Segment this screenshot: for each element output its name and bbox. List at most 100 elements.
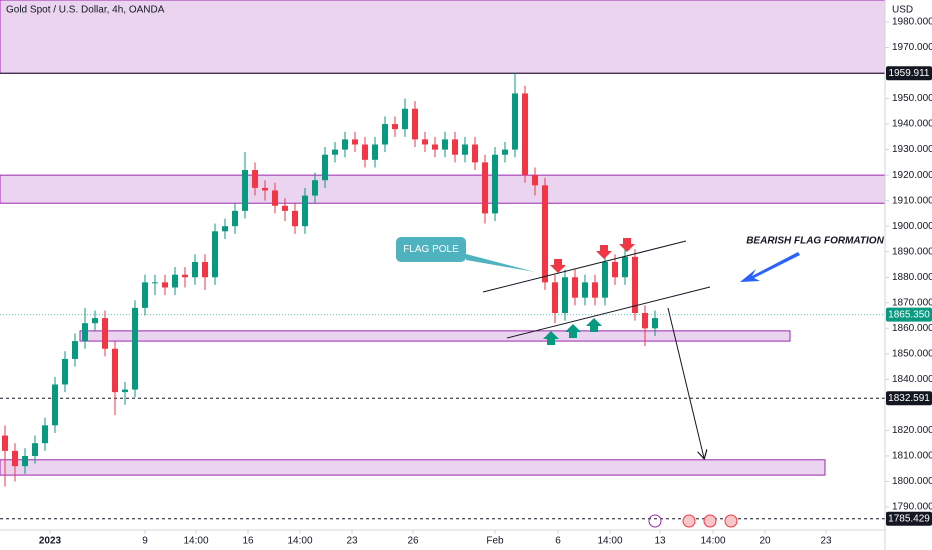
candle-body xyxy=(502,149,508,155)
candle-body xyxy=(42,425,48,444)
channel-lower xyxy=(506,286,711,339)
candle-body xyxy=(362,144,368,160)
event-icons xyxy=(648,514,738,528)
candle-body xyxy=(162,282,168,288)
callout-text: FLAG POLE xyxy=(403,244,459,255)
up-signal xyxy=(565,324,581,338)
candle-body xyxy=(382,124,388,145)
candle-body xyxy=(282,205,288,211)
candle-body xyxy=(332,149,338,155)
candle-body xyxy=(632,256,638,313)
y-tick-label: 1840.000 xyxy=(892,374,932,385)
y-tick-label: 1800.000 xyxy=(892,476,932,487)
candle-body xyxy=(492,154,498,214)
candle-body xyxy=(432,144,438,150)
y-tick-label: 1870.000 xyxy=(892,297,932,308)
x-tick-label: 6 xyxy=(555,536,561,547)
price-level-label: 1832.591 xyxy=(888,393,930,404)
y-tick-label: 1930.000 xyxy=(892,144,932,155)
price-level-label: 1959.911 xyxy=(889,68,930,79)
drawings: FLAG POLE BEARISH FLAG FORMATION xyxy=(396,236,885,458)
candle-body xyxy=(372,144,378,160)
candle-body xyxy=(442,139,448,150)
candle-body xyxy=(142,282,148,308)
candle-body xyxy=(152,282,158,284)
candle-body xyxy=(342,139,348,150)
chart-title: Gold Spot / U.S. Dollar, 4h, OANDA xyxy=(6,5,165,16)
candle-body xyxy=(82,323,88,342)
candle-body xyxy=(622,256,628,278)
candle-body xyxy=(292,210,298,227)
candle-body xyxy=(202,261,208,278)
y-tick-label: 1890.000 xyxy=(892,246,932,257)
x-tick-label: 14:00 xyxy=(700,536,725,547)
candle-body xyxy=(552,282,558,313)
x-tick-label: 23 xyxy=(346,536,358,547)
x-tick-label: 26 xyxy=(407,536,419,547)
candle-body xyxy=(572,277,578,298)
candle-body xyxy=(302,195,308,227)
blue-arrow xyxy=(740,252,800,282)
candle-body xyxy=(462,144,468,155)
candle-body xyxy=(402,108,408,130)
candle-body xyxy=(262,187,268,191)
x-tick-label: 13 xyxy=(654,536,666,547)
down-arrow xyxy=(667,307,704,458)
up-signal xyxy=(586,318,602,332)
y-tick-label: 1950.000 xyxy=(892,93,932,104)
x-tick-label: 14:00 xyxy=(287,536,312,547)
candle-body xyxy=(172,274,178,288)
candle-body xyxy=(512,93,518,150)
price-level-box xyxy=(886,511,932,526)
candle-body xyxy=(582,282,588,298)
candle-body xyxy=(312,180,318,196)
candle-body xyxy=(272,190,278,206)
candle-body xyxy=(522,93,528,176)
candle-body xyxy=(602,261,608,298)
price-level-box xyxy=(886,307,932,322)
candle-body xyxy=(32,443,38,456)
down-signal xyxy=(619,238,635,252)
candle-body xyxy=(62,358,68,385)
candle-body xyxy=(642,312,648,329)
candle-body xyxy=(612,261,618,278)
candle-body xyxy=(652,318,658,329)
candle-body xyxy=(182,274,188,278)
candle-body xyxy=(212,231,218,278)
down-signal xyxy=(596,245,612,259)
x-tick-label: 9 xyxy=(142,536,148,547)
candle-body xyxy=(322,154,328,181)
x-tick-label: 23 xyxy=(820,536,832,547)
y-tick-label: 1810.000 xyxy=(892,451,932,462)
event-icon xyxy=(724,514,738,528)
callout-pointer xyxy=(466,254,535,272)
candle-body xyxy=(532,175,538,186)
x-tick-label: 2023 xyxy=(39,536,62,547)
candle-body xyxy=(72,341,78,359)
candle-body xyxy=(52,384,58,426)
y-tick-label: 1790.000 xyxy=(892,502,932,513)
y-tick-label: 1820.000 xyxy=(892,425,932,436)
candle-body xyxy=(102,318,108,349)
y-tick-label: 1880.000 xyxy=(892,272,932,283)
candle-body xyxy=(2,435,8,451)
y-tick-label: 1980.000 xyxy=(892,17,932,28)
price-level-box xyxy=(886,391,932,406)
candle-body xyxy=(422,139,428,145)
candle-body xyxy=(412,108,418,140)
candle-body xyxy=(242,170,248,211)
candle-body xyxy=(352,139,358,145)
candle-body xyxy=(562,277,568,313)
pattern-label: BEARISH FLAG FORMATION xyxy=(746,236,884,247)
price-level-label: 1865.350 xyxy=(888,309,930,320)
zone xyxy=(0,459,826,476)
candle-body xyxy=(542,185,548,283)
y-tick-label: 1920.000 xyxy=(892,170,932,181)
y-tick-label: 1910.000 xyxy=(892,195,932,206)
zone xyxy=(79,330,791,342)
price-level-label: 1785.429 xyxy=(888,513,930,524)
zone xyxy=(0,0,886,74)
candle-body xyxy=(112,348,118,393)
event-icon xyxy=(682,514,696,528)
price-level-box xyxy=(886,66,932,81)
